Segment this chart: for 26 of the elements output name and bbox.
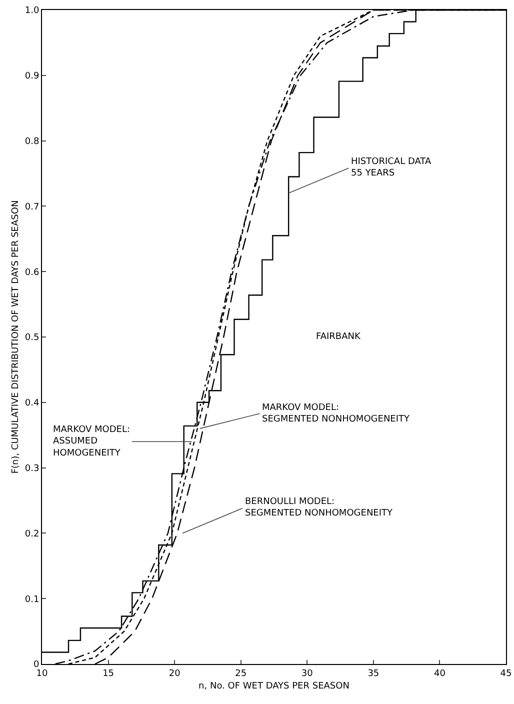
x-tick-label: 40 [434,668,446,679]
x-tick-label: 30 [301,668,314,679]
x-tick-label: 15 [102,668,114,679]
y-tick-label: 0.6 [24,268,40,278]
y-tick-label: 1.0 [24,6,40,16]
x-tick-label: 20 [168,668,181,679]
annotation: BERNOULLI MODEL: SEGMENTED NONHOMOGENEITY [245,497,394,519]
y-tick-label: 0.1 [24,594,40,605]
annotation: MARKOV MODEL: ASSUMED HOMOGENEITY [53,425,130,458]
y-tick-label: 0.4 [24,398,40,409]
y-tick-label: 0.7 [24,202,40,212]
y-tick-label: 0.9 [24,72,40,82]
x-tick-label: 25 [235,668,247,679]
y-tick-label: 0.3 [24,464,40,474]
x-tick-label: 35 [368,668,380,679]
y-tick-label: 0.8 [24,136,40,147]
annotation: FAIRBANK [316,332,362,342]
y-tick-label: 0.2 [24,529,40,540]
x-tick-label: 10 [36,668,48,679]
y-axis-title: F(n), CUMULATIVE DISTRIBUTION OF WET DAYS PER SEASON [11,200,22,474]
x-tick-label: 45 [500,668,512,679]
annotation: HISTORICAL DATA 55 YEARS [351,157,432,179]
x-axis-title: n, No. OF WET DAYS PER SEASON [198,682,350,692]
y-tick-label: 0.5 [24,333,40,344]
annotation: MARKOV MODEL: SEGMENTED NONHOMOGENEITY [262,403,410,425]
y-tick-label: 0 [33,660,40,670]
